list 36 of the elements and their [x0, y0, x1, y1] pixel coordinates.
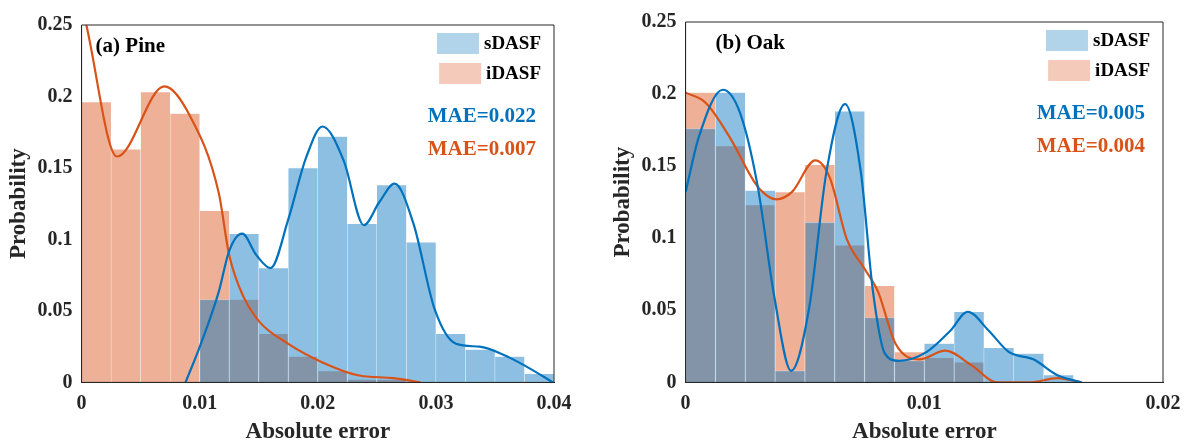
annotation: MAE=0.007 [427, 136, 536, 161]
y-tick-label: 0.2 [651, 81, 677, 104]
y-tick-label: 0.25 [37, 12, 73, 35]
y-tick-label: 0.05 [641, 297, 677, 320]
y-axis-title: Probability [608, 146, 634, 258]
y-tick-label: 0.15 [37, 155, 73, 178]
x-tick-label: 0.01 [906, 390, 942, 413]
legend-label: sDASF [1092, 28, 1151, 50]
legend-label: iDASF [1095, 58, 1151, 80]
annotation: MAE=0.022 [427, 103, 536, 128]
y-tick-label: 0.1 [47, 226, 73, 249]
y-tick-label: 0.05 [37, 298, 73, 321]
line-series [85, 25, 422, 383]
legend-label: iDASF [486, 61, 542, 83]
x-tick-label: 0.03 [418, 390, 454, 413]
x-axis-title: Absolute error [852, 418, 997, 444]
y-tick-label: 0.2 [47, 83, 73, 106]
line-series [184, 125, 554, 383]
y-tick-label: 0 [62, 369, 73, 392]
annotation: MAE=0.004 [1036, 133, 1146, 158]
x-tick-label: 0 [76, 390, 87, 413]
annotation: MAE=0.005 [1036, 100, 1145, 125]
y-tick-label: 0.25 [641, 9, 677, 32]
legend-label: sDASF [483, 31, 542, 53]
x-tick-label: 0.02 [300, 390, 336, 413]
y-tick-label: 0 [666, 369, 677, 392]
x-tick-label: 0.02 [1145, 390, 1181, 413]
x-tick-label: 0.04 [536, 390, 572, 413]
chart-title: (a) Pine [95, 33, 166, 58]
x-tick-label: 0 [680, 390, 691, 413]
x-axis-title: Absolute error [245, 418, 391, 444]
y-tick-label: 0.15 [641, 153, 677, 176]
chart-title: (b) Oak [715, 30, 786, 55]
x-tick-label: 0.01 [182, 390, 218, 413]
y-axis-title: Probability [4, 147, 30, 260]
y-tick-label: 0.1 [651, 225, 677, 248]
